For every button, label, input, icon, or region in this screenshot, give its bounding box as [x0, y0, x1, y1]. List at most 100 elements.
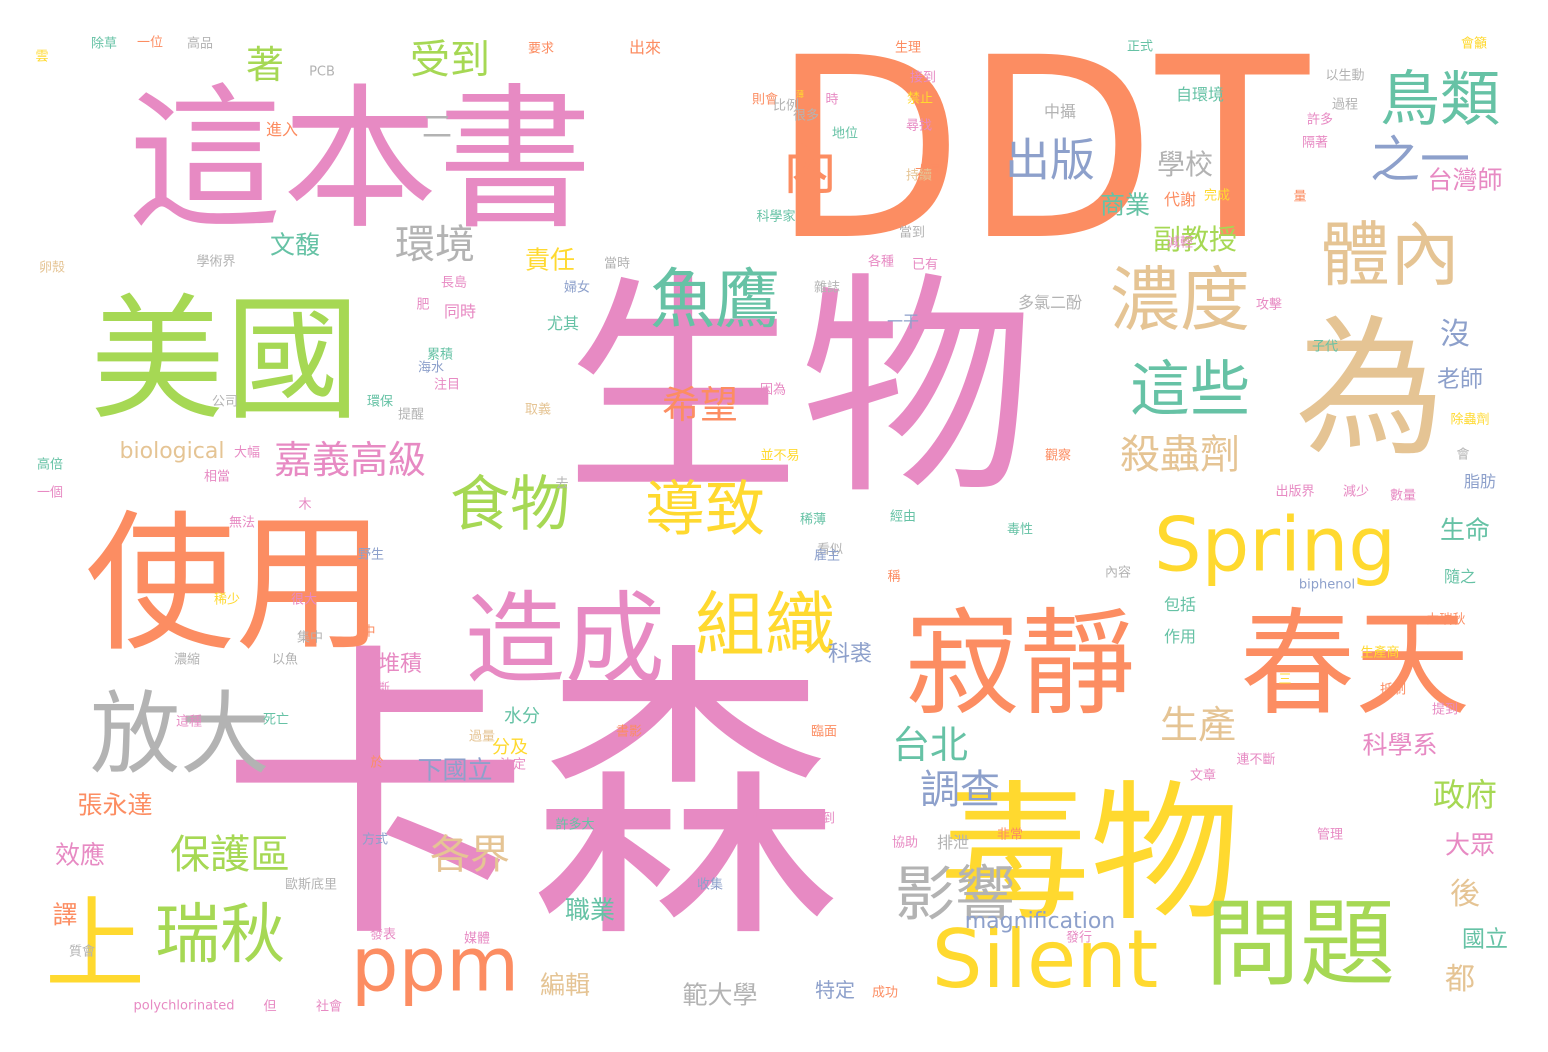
word-大量: 大量 — [914, 164, 942, 180]
word-特定: 特定 — [815, 978, 855, 1002]
word-量: 量 — [1293, 189, 1307, 205]
word-接到: 接到 — [909, 70, 937, 86]
word-除草: 除草 — [90, 36, 118, 52]
word-為: 為 — [1294, 303, 1446, 477]
word-去: 去 — [555, 476, 569, 492]
word-效應: 效應 — [54, 840, 106, 870]
word-提醒: 提醒 — [397, 407, 425, 423]
word-過量: 過量 — [468, 729, 496, 745]
word-取義: 取義 — [524, 402, 552, 418]
word-國立: 國立 — [1462, 926, 1508, 953]
word-方式: 方式 — [361, 832, 389, 848]
word-春天: 春天 — [1239, 597, 1471, 732]
word-後: 後 — [1450, 877, 1480, 912]
word-台灣師: 台灣師 — [1427, 165, 1503, 195]
word-毒物: 毒物 — [939, 768, 1241, 942]
word-提到: 提到 — [1431, 702, 1459, 718]
word-要求: 要求 — [527, 41, 555, 57]
word-生物: 生物 — [565, 253, 1035, 527]
word-發行: 發行 — [1065, 930, 1093, 946]
word-發表: 發表 — [369, 927, 397, 943]
word-魚鷹: 魚鷹 — [649, 262, 781, 338]
word-體內: 體內 — [1320, 214, 1460, 296]
word-多氯二酚: 多氯二酚 — [1017, 293, 1083, 312]
word-地位: 地位 — [831, 126, 859, 142]
word-濃縮: 濃縮 — [173, 652, 201, 668]
word-薄: 薄 — [796, 90, 804, 99]
word-協助: 協助 — [891, 835, 919, 851]
word-比例: 比例 — [772, 98, 800, 114]
word-很大: 很大 — [290, 592, 318, 608]
word-收集: 收集 — [696, 877, 724, 893]
word-當時: 當時 — [603, 256, 631, 272]
word-則會: 則會 — [751, 92, 779, 108]
word-內容: 內容 — [1104, 565, 1132, 581]
word-管理: 管理 — [1316, 827, 1344, 843]
word-當到: 當到 — [898, 225, 926, 241]
word-於: 於 — [370, 755, 384, 771]
word-成功: 成功 — [871, 985, 899, 1001]
word-死亡: 死亡 — [262, 712, 290, 728]
word-卡森: 卡森 — [220, 619, 840, 980]
word-非常: 非常 — [996, 827, 1024, 843]
word-時: 時 — [825, 92, 839, 108]
word-食物: 食物 — [450, 470, 570, 540]
word-瑞秋: 瑞秋 — [154, 897, 286, 973]
word-科學家: 科學家 — [756, 209, 796, 225]
word-稀少: 稀少 — [213, 592, 241, 608]
word-包括: 包括 — [1163, 595, 1197, 614]
word-spring: Spring — [1153, 500, 1397, 589]
word-卵殼: 卵殼 — [38, 260, 66, 276]
word-著: 著 — [245, 43, 285, 87]
word-臨面: 臨面 — [810, 724, 838, 740]
word-海水: 海水 — [417, 360, 445, 376]
word-進入: 進入 — [265, 120, 299, 139]
word-這種: 這種 — [175, 714, 203, 730]
word-組織: 組織 — [695, 584, 835, 666]
word-環保: 環保 — [366, 394, 394, 410]
word-職業: 職業 — [564, 895, 616, 925]
word-力瑞秋: 力瑞秋 — [1426, 612, 1466, 628]
word-範大學: 範大學 — [682, 980, 758, 1010]
word-出版: 出版 — [1004, 133, 1096, 187]
word-過程: 過程 — [1331, 97, 1359, 113]
word-水分: 水分 — [504, 706, 540, 727]
word-婦女: 婦女 — [563, 280, 591, 296]
word-三: 三 — [1278, 672, 1292, 688]
word-一位: 一位 — [136, 35, 164, 51]
word-這本書: 這本書 — [127, 69, 593, 251]
word-生命: 生命 — [1439, 515, 1491, 545]
word-中攝: 中攝 — [1043, 102, 1077, 121]
word-分及: 分及 — [492, 737, 528, 758]
word-數量: 數量 — [1389, 488, 1417, 504]
word-以生動: 以生動 — [1325, 68, 1365, 84]
word-編輯: 編輯 — [539, 970, 591, 1000]
word-生產商: 生產商 — [1360, 645, 1400, 661]
word-毒性: 毒性 — [1006, 522, 1034, 538]
word-受到: 受到 — [410, 37, 490, 83]
word-學校: 學校 — [1156, 148, 1214, 181]
word-隔著: 隔著 — [1301, 135, 1329, 151]
word-張永達: 張永達 — [77, 790, 153, 820]
word-持續: 持續 — [905, 168, 933, 184]
word-堆積: 堆積 — [377, 652, 423, 677]
word-看似: 看似 — [816, 542, 844, 558]
word-責任: 責任 — [524, 245, 576, 275]
word-鳥類: 鳥類 — [1380, 65, 1500, 135]
word-之一: 之一 — [1370, 131, 1470, 189]
word-都: 都 — [1445, 962, 1475, 997]
word-環境: 環境 — [395, 222, 475, 268]
word-polychlorinated: polychlorinated — [133, 998, 235, 1014]
word-silent: Silent — [931, 913, 1159, 1006]
word-出來: 出來 — [628, 38, 662, 57]
word-質會: 質會 — [68, 944, 96, 960]
word-自環境: 自環境 — [1175, 85, 1225, 104]
word-肥: 肥 — [416, 297, 430, 313]
word-下國立: 下國立 — [417, 755, 493, 785]
word-濃度: 濃度 — [1110, 259, 1250, 341]
word-副教授: 副教授 — [1152, 223, 1238, 256]
word-許多: 許多 — [1306, 112, 1334, 128]
word-科裘: 科裘 — [827, 642, 873, 667]
word-使用: 使用 — [84, 498, 386, 672]
word-稀薄: 稀薄 — [799, 512, 827, 528]
